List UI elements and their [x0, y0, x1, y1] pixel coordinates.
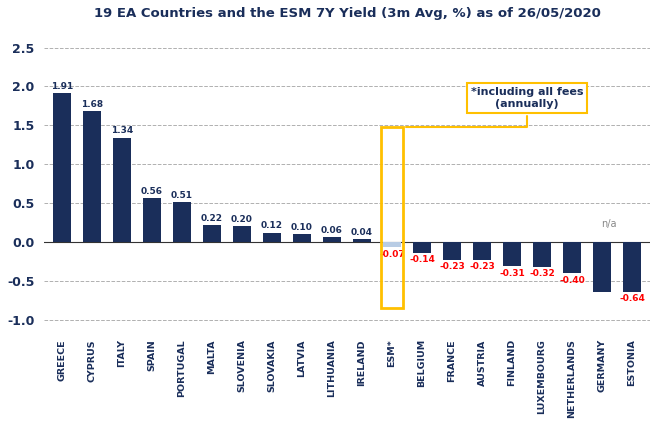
Bar: [143, 198, 161, 242]
Text: n/a: n/a: [602, 219, 617, 229]
Bar: [473, 242, 491, 260]
Text: 1.91: 1.91: [51, 82, 73, 91]
Text: -0.64: -0.64: [619, 294, 645, 303]
Text: -0.31: -0.31: [499, 269, 525, 278]
Text: 0.06: 0.06: [321, 226, 343, 235]
Bar: [263, 233, 281, 242]
Bar: [53, 94, 71, 242]
Bar: [593, 242, 611, 292]
Bar: [203, 225, 221, 242]
Title: 19 EA Countries and the ESM 7Y Yield (3m Avg, %) as of 26/05/2020: 19 EA Countries and the ESM 7Y Yield (3m…: [93, 7, 600, 20]
Text: 1.68: 1.68: [81, 100, 103, 109]
Bar: [83, 111, 101, 242]
Text: -0.23: -0.23: [439, 262, 465, 271]
Bar: [413, 242, 431, 253]
Bar: [443, 242, 461, 260]
Text: -0.07: -0.07: [379, 250, 405, 259]
Bar: [323, 238, 341, 242]
Bar: [383, 242, 401, 247]
Bar: [533, 242, 551, 267]
Text: 0.20: 0.20: [231, 215, 253, 224]
Bar: [503, 242, 521, 266]
Text: 0.10: 0.10: [291, 223, 313, 232]
Bar: [623, 242, 641, 292]
Text: 0.04: 0.04: [351, 228, 373, 237]
Bar: [293, 234, 311, 242]
Text: -0.23: -0.23: [469, 262, 495, 271]
Text: -0.40: -0.40: [559, 275, 585, 284]
Text: -0.14: -0.14: [409, 255, 435, 264]
Bar: [113, 138, 131, 242]
Bar: [353, 239, 371, 242]
Text: 0.51: 0.51: [171, 191, 193, 200]
Text: 0.56: 0.56: [141, 187, 163, 196]
Bar: [563, 242, 581, 273]
Text: 1.34: 1.34: [111, 127, 133, 136]
Text: 0.22: 0.22: [201, 214, 223, 223]
Bar: [233, 227, 251, 242]
Text: 0.12: 0.12: [261, 221, 283, 230]
Text: -0.32: -0.32: [529, 269, 555, 278]
Bar: [173, 202, 191, 242]
Text: *including all fees
(annually): *including all fees (annually): [406, 87, 583, 127]
